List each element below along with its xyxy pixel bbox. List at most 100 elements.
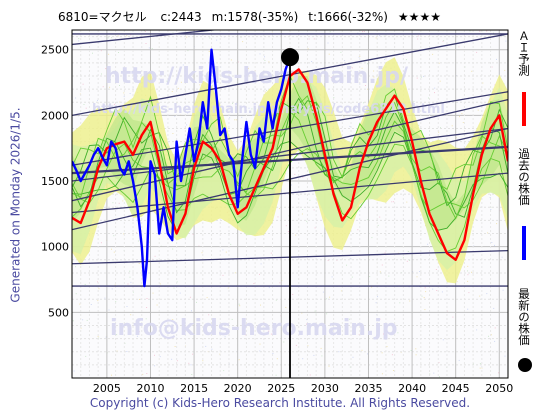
- noise-dot: [248, 107, 250, 109]
- noise-dot: [367, 88, 369, 90]
- noise-dot: [479, 363, 481, 365]
- noise-dot: [408, 286, 410, 288]
- noise-dot: [373, 76, 375, 78]
- noise-dot: [182, 64, 184, 66]
- noise-dot: [499, 210, 501, 212]
- noise-dot: [113, 251, 115, 253]
- noise-dot: [126, 306, 128, 307]
- noise-dot: [427, 243, 429, 245]
- noise-dot: [129, 270, 131, 272]
- noise-dot: [302, 176, 304, 178]
- noise-dot: [173, 287, 175, 289]
- noise-dot: [329, 31, 331, 33]
- noise-dot: [180, 81, 182, 83]
- noise-dot: [368, 255, 370, 257]
- noise-dot: [222, 274, 224, 276]
- noise-dot: [188, 362, 190, 364]
- noise-dot: [119, 101, 121, 103]
- noise-dot: [407, 251, 409, 252]
- noise-dot: [409, 300, 411, 302]
- noise-dot: [405, 59, 407, 61]
- noise-dot: [342, 79, 344, 81]
- noise-dot: [270, 333, 272, 335]
- noise-dot: [196, 301, 197, 303]
- noise-dot: [391, 354, 393, 356]
- noise-dot: [79, 303, 81, 305]
- noise-dot: [306, 323, 307, 325]
- noise-dot: [102, 86, 104, 88]
- noise-dot: [259, 350, 261, 352]
- noise-dot: [144, 31, 146, 32]
- noise-dot: [357, 32, 359, 34]
- noise-dot: [266, 89, 267, 91]
- noise-dot: [206, 297, 208, 299]
- noise-dot: [92, 52, 93, 54]
- noise-dot: [224, 336, 226, 338]
- noise-dot: [358, 56, 360, 58]
- noise-dot: [83, 104, 85, 105]
- x-tick-label: 2045: [442, 382, 470, 395]
- noise-dot: [177, 87, 179, 89]
- noise-dot: [455, 137, 457, 139]
- noise-dot: [379, 216, 381, 218]
- noise-dot: [340, 51, 342, 53]
- noise-dot: [166, 80, 168, 82]
- noise-dot: [199, 84, 201, 86]
- noise-dot: [171, 91, 173, 92]
- legend-past-label: 過去の株価: [517, 148, 531, 206]
- noise-dot: [494, 340, 496, 342]
- noise-dot: [349, 257, 351, 259]
- noise-dot: [424, 309, 426, 311]
- noise-dot: [360, 203, 362, 205]
- noise-dot: [78, 40, 80, 42]
- noise-dot: [84, 283, 86, 285]
- noise-dot: [251, 108, 253, 110]
- noise-dot: [458, 46, 460, 48]
- noise-dot: [432, 288, 434, 290]
- noise-dot: [279, 208, 280, 210]
- y-tick-label: 2500: [41, 44, 69, 57]
- noise-dot: [331, 276, 333, 278]
- noise-dot: [198, 245, 200, 247]
- noise-dot: [123, 96, 125, 98]
- noise-dot: [234, 119, 236, 121]
- noise-dot: [320, 347, 322, 349]
- noise-dot: [326, 298, 328, 300]
- noise-dot: [346, 264, 347, 266]
- x-tick-label: 2035: [354, 382, 382, 395]
- noise-dot: [208, 51, 210, 52]
- noise-dot: [456, 281, 458, 283]
- noise-dot: [211, 85, 213, 87]
- noise-dot: [97, 99, 98, 101]
- noise-dot: [152, 292, 154, 294]
- noise-dot: [434, 87, 436, 89]
- noise-dot: [363, 31, 365, 32]
- noise-dot: [375, 302, 377, 304]
- noise-dot: [301, 213, 303, 215]
- noise-dot: [476, 329, 478, 331]
- y-tick-label: 1000: [41, 241, 69, 254]
- noise-dot: [502, 289, 504, 291]
- legend: ＡＩ予測 過去の株価 最新の株価: [512, 30, 542, 380]
- noise-dot: [114, 103, 116, 105]
- noise-dot: [467, 274, 469, 276]
- noise-dot: [504, 69, 506, 71]
- noise-dot: [418, 124, 420, 126]
- noise-dot: [247, 67, 249, 69]
- noise-dot: [279, 258, 281, 260]
- noise-dot: [406, 201, 408, 203]
- noise-dot: [154, 365, 156, 367]
- stock-code-name: 6810=マクセル: [58, 10, 147, 24]
- noise-dot: [306, 319, 308, 321]
- noise-dot: [321, 355, 323, 357]
- noise-dot: [116, 350, 118, 352]
- noise-dot: [415, 354, 417, 356]
- noise-dot: [367, 353, 369, 355]
- noise-dot: [104, 297, 106, 299]
- noise-dot: [482, 82, 484, 84]
- noise-dot: [486, 293, 488, 295]
- noise-dot: [488, 335, 489, 337]
- noise-dot: [406, 260, 408, 262]
- noise-dot: [232, 102, 233, 104]
- noise-dot: [338, 71, 340, 73]
